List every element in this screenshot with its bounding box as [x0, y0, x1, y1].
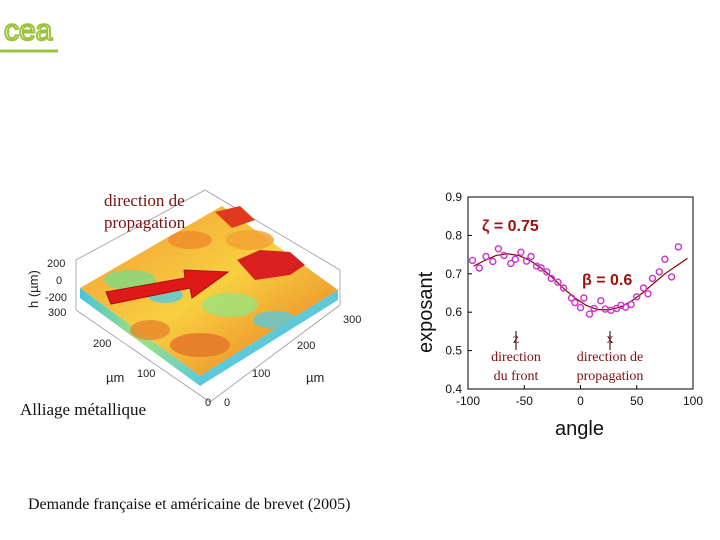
- z-tick: -200: [45, 292, 67, 304]
- surface-plot: h (µm) 200 0 -200 300 200 100 0 µm 300 2…: [26, 189, 361, 409]
- data-point: [585, 310, 594, 318]
- data-point: [468, 256, 477, 265]
- x-axis: -100 -50 0 50 100: [456, 385, 703, 408]
- data-point: [597, 296, 605, 305]
- right-axis-tick: 200: [297, 340, 315, 352]
- direction-label: direction de propagation: [104, 190, 185, 234]
- data-point: [655, 268, 664, 276]
- data-point: [674, 243, 683, 251]
- axis-box: [75, 189, 341, 403]
- x-direction-annotation: x direction de propagation: [577, 332, 644, 384]
- data-point: [617, 301, 625, 310]
- beta-annotation: β = 0.6: [582, 272, 632, 289]
- data-point: [475, 264, 484, 272]
- data-point: [494, 245, 503, 253]
- left-axis-tick: 100: [137, 368, 155, 380]
- surface-peak: [237, 250, 305, 280]
- x-axis-title: angle: [555, 418, 604, 440]
- data-point: [532, 262, 541, 270]
- data-point: [507, 259, 515, 268]
- y-tick-label: 0.5: [445, 344, 462, 358]
- y-tick-label: 0.9: [445, 190, 462, 204]
- data-points: [468, 243, 683, 318]
- data-point: [580, 294, 588, 302]
- direction-arrow: [105, 269, 230, 305]
- data-point: [639, 284, 648, 292]
- surface-peak: [215, 206, 255, 228]
- patent-text: Demande française et américaine de breve…: [28, 496, 351, 513]
- x-line2: propagation: [577, 369, 644, 384]
- zeta-annotation: ζ = 0.75: [482, 218, 539, 235]
- fit-curve: [473, 253, 688, 311]
- data-point: [667, 273, 676, 281]
- right-axis-tick: 300: [343, 314, 361, 326]
- left-axis-tick: 300: [48, 307, 66, 319]
- surface-patch: [202, 293, 258, 317]
- y-tick-label: 0.8: [445, 228, 462, 242]
- y-tick-label: 0.4: [445, 382, 462, 396]
- exponent-chart: 0.4 0.5 0.6 0.7 0.8 0.9 -100 -50 0 50 100 exposan…: [415, 190, 703, 440]
- left-axis-tick: 200: [93, 338, 111, 350]
- x-tick-label: 0: [577, 394, 584, 408]
- surface-right-edge: [200, 290, 338, 386]
- surface-patch: [170, 333, 230, 357]
- logo-text: cea: [4, 14, 53, 47]
- data-point: [644, 290, 652, 298]
- data-point: [522, 257, 531, 265]
- z-tick: 0: [56, 275, 62, 287]
- z-tick: 200: [47, 258, 65, 270]
- data-point: [554, 278, 562, 286]
- data-point: [590, 304, 598, 313]
- z-line1: direction: [491, 350, 541, 365]
- data-point: [559, 284, 568, 292]
- cea-logo: cea: [0, 13, 58, 53]
- data-point: [661, 255, 669, 263]
- data-point: [567, 294, 576, 302]
- surface-patch: [168, 231, 212, 249]
- x-tick-label: -100: [456, 394, 480, 408]
- y-axis: 0.4 0.5 0.6 0.7 0.8 0.9: [445, 190, 472, 396]
- figure-caption: Alliage métallique: [20, 400, 147, 419]
- z-direction-annotation: z direction du front: [491, 332, 541, 384]
- z-letter: z: [513, 332, 519, 347]
- data-point: [527, 252, 535, 261]
- data-point: [511, 255, 520, 263]
- right-axis-tick: 0: [224, 397, 230, 409]
- data-point: [627, 300, 635, 309]
- x-line1: direction de: [577, 350, 643, 365]
- x-tick-label: 50: [630, 394, 644, 408]
- z-axis-label: h (µm): [26, 270, 41, 308]
- data-point: [648, 274, 657, 283]
- left-axis-label: µm: [106, 370, 124, 385]
- surface-patch: [226, 230, 274, 250]
- z-line2: du front: [494, 369, 539, 384]
- right-axis-label: µm: [306, 370, 324, 385]
- data-point: [482, 252, 490, 261]
- y-tick-label: 0.7: [445, 267, 462, 281]
- right-axis-tick: 100: [252, 368, 270, 380]
- surface-patch: [130, 320, 170, 340]
- direction-label-line2: propagation: [104, 213, 186, 232]
- surface-patch: [253, 311, 297, 329]
- data-point: [517, 248, 525, 257]
- y-axis-title: exposant: [415, 271, 437, 353]
- x-letter: x: [607, 332, 614, 347]
- x-tick-label: 100: [683, 394, 703, 408]
- data-point: [547, 274, 556, 283]
- data-point: [537, 264, 545, 272]
- y-tick-label: 0.6: [445, 305, 462, 319]
- data-point: [633, 293, 641, 301]
- x-tick-label: -50: [516, 394, 534, 408]
- data-point: [571, 298, 579, 307]
- data-point: [576, 303, 585, 312]
- data-point: [621, 303, 630, 311]
- data-point: [489, 257, 497, 266]
- left-axis-tick: 0: [205, 397, 211, 409]
- data-point: [543, 268, 551, 276]
- data-point: [500, 251, 508, 260]
- direction-label-line1: direction de: [104, 191, 185, 210]
